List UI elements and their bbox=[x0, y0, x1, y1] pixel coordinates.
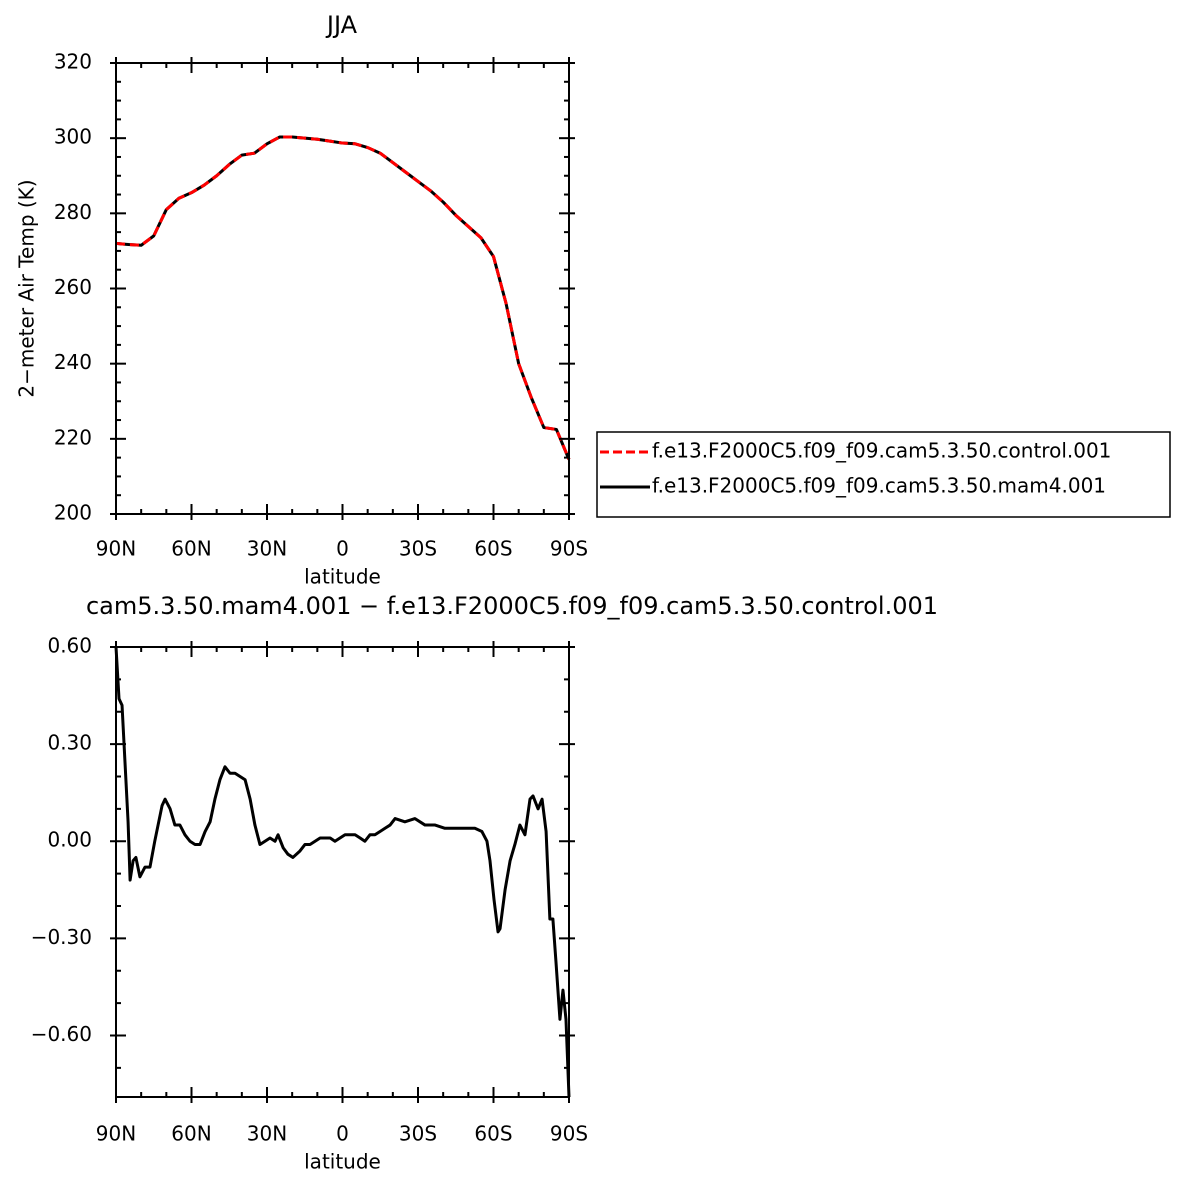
chart-title: JJA bbox=[325, 11, 358, 39]
x-tick-label: 60S bbox=[474, 537, 512, 561]
x-tick-label: 90S bbox=[550, 1122, 588, 1146]
y-tick-label: 260 bbox=[54, 275, 92, 299]
y-tick-label: 200 bbox=[54, 501, 92, 525]
legend-label: f.e13.F2000C5.f09_f09.cam5.3.50.control.… bbox=[652, 439, 1111, 463]
x-tick-label: 30S bbox=[399, 1122, 437, 1146]
label-mask bbox=[0, 632, 96, 1112]
x-tick-label: 60N bbox=[171, 1122, 211, 1146]
data-line bbox=[114, 646, 571, 1098]
x-tick-label: 30S bbox=[399, 537, 437, 561]
data-line bbox=[115, 135, 571, 461]
y-tick-label: 220 bbox=[54, 425, 92, 449]
x-tick-label: 90N bbox=[96, 537, 136, 561]
legend-box bbox=[596, 431, 1171, 518]
x-tick-label: 60S bbox=[474, 1122, 512, 1146]
y-axis-label: 2−meter Air Temp (K) bbox=[15, 179, 39, 397]
y-tick-label: −0.30 bbox=[31, 925, 92, 949]
x-tick-label: 90S bbox=[550, 537, 588, 561]
y-tick-label: −0.60 bbox=[31, 1022, 92, 1046]
legend-label: f.e13.F2000C5.f09_f09.cam5.3.50.mam4.001 bbox=[652, 474, 1106, 498]
plot-frame bbox=[115, 646, 570, 1098]
y-tick-label: 0.30 bbox=[47, 731, 92, 755]
x-tick-label: 30N bbox=[247, 1122, 287, 1146]
y-tick-label: 280 bbox=[54, 200, 92, 224]
chart-title: cam5.3.50.mam4.001 − f.e13.F2000C5.f09_f… bbox=[86, 592, 938, 620]
x-axis-label: latitude bbox=[304, 1150, 381, 1174]
y-tick-label: 0.00 bbox=[47, 828, 92, 852]
x-tick-label: 0 bbox=[336, 1122, 349, 1146]
x-tick-label: 30N bbox=[247, 537, 287, 561]
y-tick-label: 0.60 bbox=[47, 634, 92, 658]
y-tick-label: 240 bbox=[54, 350, 92, 374]
x-tick-label: 60N bbox=[171, 537, 211, 561]
x-tick-label: 0 bbox=[336, 537, 349, 561]
y-tick-label: 320 bbox=[54, 50, 92, 74]
x-axis-label: latitude bbox=[304, 565, 381, 589]
y-tick-label: 300 bbox=[54, 125, 92, 149]
data-line bbox=[115, 135, 571, 461]
x-tick-label: 90N bbox=[96, 1122, 136, 1146]
